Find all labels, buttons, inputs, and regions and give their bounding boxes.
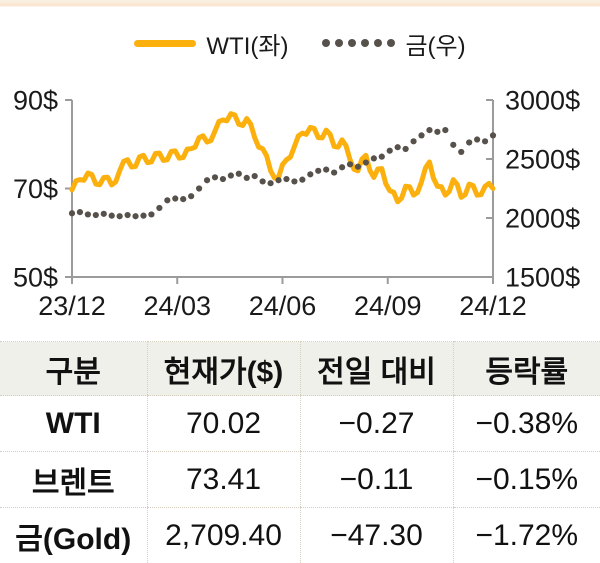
left-axis-tick-label: 70$ [13, 174, 58, 204]
wti-line-series [72, 114, 493, 202]
cell-price: 73.41 [147, 452, 300, 508]
gold-dots-swatch-icon [322, 39, 395, 47]
right-axis-tick-label: 2000$ [505, 203, 580, 233]
top-edge-strip [0, 0, 600, 7]
legend-gold-label: 금(우) [405, 26, 465, 61]
table-row-brent: 브렌트 73.41 −0.11 −0.15% [0, 452, 600, 508]
x-axis-tick-label: 24/06 [249, 291, 317, 321]
table-row-wti: WTI 70.02 −0.27 −0.38% [0, 396, 600, 452]
cell-price: 70.02 [147, 396, 300, 452]
cell-change: −0.11 [300, 452, 453, 508]
x-axis-tick-label: 24/09 [354, 291, 422, 321]
col-header-pct: 등락률 [453, 342, 600, 396]
row-label: 브렌트 [0, 452, 147, 508]
cell-pct: −0.38% [453, 396, 600, 452]
cell-change: −0.27 [300, 396, 453, 452]
row-label: 금(Gold) [0, 508, 147, 563]
cell-price: 2,709.40 [147, 508, 300, 563]
col-header-price: 현재가($) [147, 342, 300, 396]
left-axis-tick-label: 50$ [13, 262, 58, 292]
price-table: 구분 현재가($) 전일 대비 등락률 WTI 70.02 −0.27 −0.3… [0, 341, 600, 563]
row-label: WTI [0, 396, 147, 452]
legend-item-gold: 금(우) [322, 26, 465, 61]
chart-legend: WTI(좌) 금(우) [0, 26, 600, 60]
price-chart-canvas: 90$ 70$ 50$ 3000$ 2500$ 2000$ 1500$ 23/12 24/03 2… [0, 60, 600, 335]
right-axis-tick-label: 2500$ [505, 144, 580, 174]
col-header-change: 전일 대비 [300, 342, 453, 396]
table-row-gold: 금(Gold) 2,709.40 −47.30 −1.72% [0, 508, 600, 563]
x-axis-tick-label: 23/12 [38, 291, 106, 321]
cell-change: −47.30 [300, 508, 453, 563]
left-axis-tick-label: 90$ [13, 85, 58, 115]
col-header-category: 구분 [0, 342, 147, 396]
x-axis-tick-label: 24/12 [459, 291, 527, 321]
cell-pct: −1.72% [453, 508, 600, 563]
right-axis-tick-label: 1500$ [505, 262, 580, 292]
price-chart: 90$ 70$ 50$ 3000$ 2500$ 2000$ 1500$ 23/12 24/03 2… [0, 60, 600, 335]
table-header-row: 구분 현재가($) 전일 대비 등락률 [0, 342, 600, 396]
x-axis-tick-label: 24/03 [143, 291, 211, 321]
right-axis-tick-label: 3000$ [505, 85, 580, 115]
legend-item-wti: WTI(좌) [134, 26, 288, 61]
legend-wti-label: WTI(좌) [206, 26, 288, 61]
wti-line-swatch-icon [134, 40, 196, 47]
cell-pct: −0.15% [453, 452, 600, 508]
